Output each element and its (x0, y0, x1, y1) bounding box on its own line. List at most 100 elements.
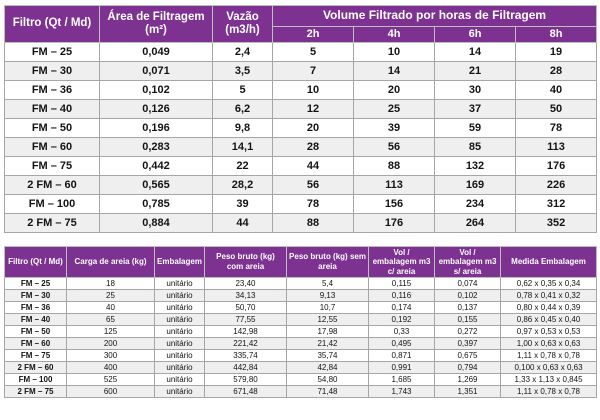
filtration-table: Filtro (Qt / Md) Área de Filtragem (m²) … (4, 5, 598, 233)
row-label-cell: FM – 36 (4, 301, 67, 315)
value-cell: 85 (434, 136, 516, 157)
col-header-4h: 4h (353, 26, 435, 43)
value-cell: 54,80 (286, 373, 369, 387)
table-row: FM – 100 525 unitário 579,80 54,80 1,685 1,269… (4, 373, 597, 387)
value-cell: 0,116 (368, 289, 435, 303)
value-cell: 88 (353, 155, 435, 176)
value-cell: unitário (154, 373, 205, 387)
value-cell: 25 (353, 98, 435, 119)
value-cell: 0,102 (434, 289, 501, 303)
value-cell: 10 (353, 41, 435, 62)
table-row: FM – 75 0,442 22 44 88 132 176 (4, 155, 598, 176)
value-cell: 0,884 (99, 212, 213, 233)
table-row: FM – 50 0,196 9,8 20 39 59 78 (4, 117, 598, 138)
value-cell: 0,675 (434, 349, 501, 363)
value-cell: 0,283 (99, 136, 213, 157)
value-cell: 21,42 (286, 337, 369, 351)
value-cell: 71,48 (286, 385, 369, 399)
value-cell: 35,74 (286, 349, 369, 363)
value-cell: 10 (272, 79, 354, 100)
value-cell: 156 (353, 193, 435, 214)
table-row: FM – 60 200 unitário 221,42 21,42 0,495 0,397 1… (4, 337, 597, 351)
value-cell: 28,2 (212, 174, 273, 195)
table-row: FM – 60 0,283 14,1 28 56 85 113 (4, 136, 598, 157)
value-cell: 0,049 (99, 41, 213, 62)
table-row: FM – 25 0,049 2,4 5 10 14 19 (4, 41, 598, 62)
col-header-embalagem: Embalagem (154, 245, 205, 279)
page: Filtro (Qt / Md) Área de Filtragem (m²) … (4, 5, 598, 399)
value-cell: 20 (272, 117, 354, 138)
value-cell: 335,74 (204, 349, 287, 363)
value-cell: 39 (353, 117, 435, 138)
value-cell: 3,5 (212, 60, 273, 81)
value-cell: 14,1 (212, 136, 273, 157)
value-cell: 0,137 (434, 301, 501, 315)
row-label-cell: FM – 75 (4, 155, 100, 176)
value-cell: 7 (272, 60, 354, 81)
row-label-cell: FM – 60 (4, 337, 67, 351)
value-cell: 42,84 (286, 361, 369, 375)
value-cell: 0,192 (368, 313, 435, 327)
value-cell: 77,55 (204, 313, 287, 327)
table-header-row: Filtro (Qt / Md) Área de Filtragem (m²) … (4, 5, 598, 43)
value-cell: 226 (514, 174, 598, 195)
value-cell: unitário (154, 289, 205, 303)
value-cell: 34,13 (204, 289, 287, 303)
value-cell: 39 (212, 193, 273, 214)
table-row: FM – 100 0,785 39 78 156 234 312 (4, 193, 598, 214)
value-cell: 176 (353, 212, 435, 233)
value-cell: 600 (66, 385, 155, 399)
filtration-table-body: FM – 25 0,049 2,4 5 10 14 19 FM – 30 0,071 3,5 7 14… (4, 41, 598, 233)
value-cell: 56 (272, 174, 354, 195)
col-header-peso-com-areia: Peso bruto (kg) com areia (204, 245, 287, 279)
value-cell: 21 (434, 60, 516, 81)
value-cell: 59 (434, 117, 516, 138)
value-cell: 0,991 (368, 361, 435, 375)
value-cell: 0,785 (99, 193, 213, 214)
row-label-cell: FM – 100 (4, 193, 100, 214)
value-cell: 312 (514, 193, 598, 214)
value-cell: 0,071 (99, 60, 213, 81)
value-cell: 56 (353, 136, 435, 157)
value-cell: 78 (514, 117, 598, 138)
value-cell: 0,100 x 0,63 x 0,63 (500, 361, 597, 375)
col-header-filtro: Filtro (Qt / Md) (4, 245, 67, 279)
value-cell: 113 (353, 174, 435, 195)
value-cell: 352 (514, 212, 598, 233)
row-label-cell: FM – 40 (4, 313, 67, 327)
value-cell: 37 (434, 98, 516, 119)
table-header-row: Filtro (Qt / Md) Carga de areia (kg) Emb… (4, 245, 597, 279)
value-cell: 30 (434, 79, 516, 100)
value-cell: 1,743 (368, 385, 435, 399)
table-subheader-row: 2h 4h 6h 8h (5, 26, 598, 43)
value-cell: 65 (66, 313, 155, 327)
value-cell: 671,48 (204, 385, 287, 399)
value-cell: 142,98 (204, 325, 287, 339)
value-cell: 0,174 (368, 301, 435, 315)
value-cell: unitário (154, 349, 205, 363)
row-label-cell: FM – 60 (4, 136, 100, 157)
value-cell: 9,8 (212, 117, 273, 138)
row-label-cell: FM – 50 (4, 117, 100, 138)
value-cell: 525 (66, 373, 155, 387)
value-cell: 40 (66, 301, 155, 315)
value-cell: 0,196 (99, 117, 213, 138)
packaging-table-header: Filtro (Qt / Md) Carga de areia (kg) Emb… (4, 245, 597, 279)
value-cell: 0,397 (434, 337, 501, 351)
row-label-cell: FM – 40 (4, 98, 100, 119)
value-cell: unitário (154, 301, 205, 315)
value-cell: 1,269 (434, 373, 501, 387)
col-header-area: Área de Filtragem (m²) (99, 5, 213, 43)
value-cell: 40 (514, 79, 598, 100)
value-cell: 9,13 (286, 289, 369, 303)
value-cell: 400 (66, 361, 155, 375)
col-header-volume-group: Volume Filtrado por horas de Filtragem (271, 5, 598, 27)
col-header-filtro: Filtro (Qt / Md) (4, 5, 100, 43)
value-cell: 176 (514, 155, 598, 176)
col-header-carga-areia: Carga de areia (kg) (66, 245, 155, 279)
row-label-cell: FM – 36 (4, 79, 100, 100)
value-cell: 88 (272, 212, 354, 233)
value-cell: 300 (66, 349, 155, 363)
col-header-peso-sem-areia: Peso bruto (kg) sem areia (286, 245, 369, 279)
value-cell: 44 (272, 155, 354, 176)
